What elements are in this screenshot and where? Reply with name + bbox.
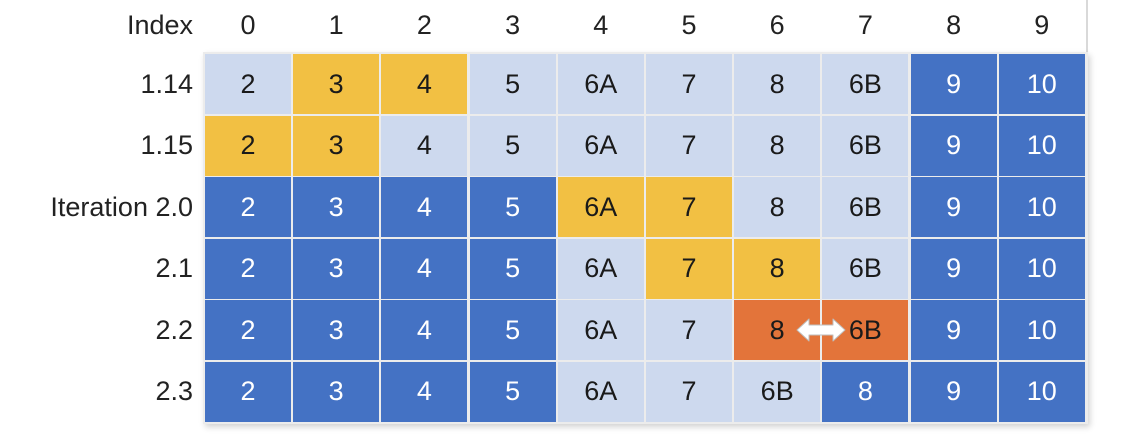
array-cell: 7: [646, 177, 732, 237]
array-cell: 4: [381, 177, 468, 237]
array-cell: 6A: [557, 238, 644, 299]
array-cell: 10: [998, 238, 1085, 299]
row-label: 2.2: [155, 314, 193, 345]
array-cell: 2: [205, 115, 291, 176]
array-cell: 6A: [557, 300, 644, 360]
array-cell: 9: [910, 177, 997, 237]
index-header-label: Index: [126, 9, 193, 40]
column-index-6: 6: [769, 9, 785, 40]
array-cell: 9: [910, 300, 997, 360]
array-cell: 8: [734, 177, 821, 237]
array-cell: 10: [998, 300, 1085, 360]
array-cell: 3: [293, 54, 380, 114]
array-cell: 6A: [557, 361, 644, 422]
array-cell: 10: [998, 54, 1085, 114]
array-cell: 3: [293, 115, 380, 176]
array-cell: 3: [293, 177, 380, 237]
array-cell: 7: [646, 238, 732, 299]
column-index-8: 8: [946, 9, 962, 40]
array-cell: 6B: [734, 361, 821, 422]
array-cell: 2: [205, 361, 291, 422]
column-index-2: 2: [416, 9, 432, 40]
array-cell: 6B: [822, 54, 909, 114]
array-cell: 7: [646, 361, 732, 422]
array-cell: 3: [293, 238, 380, 299]
column-index-7: 7: [857, 9, 873, 40]
array-cell: 2: [205, 300, 291, 360]
column-index-9: 9: [1034, 9, 1050, 40]
array-cell: 6B: [822, 115, 909, 176]
column-index-1: 1: [328, 9, 344, 40]
array-cell: 5: [469, 177, 556, 237]
array-cell: 8: [734, 238, 821, 299]
column-index-3: 3: [505, 9, 521, 40]
row-label: 1.14: [140, 68, 193, 99]
array-cell: 6A: [557, 54, 644, 114]
double-arrow-icon: [796, 318, 846, 342]
array-cell: 5: [469, 238, 556, 299]
row-label: 2.1: [155, 253, 193, 283]
row-label: Iteration 2.0: [50, 191, 193, 222]
array-cell: 4: [381, 300, 468, 360]
array-cell: 9: [910, 361, 997, 422]
array-cell: 6B: [822, 177, 909, 237]
array-cell: 6B: [822, 238, 909, 299]
array-cell: 9: [910, 115, 997, 176]
array-cell: 5: [469, 115, 556, 176]
array-cell: 4: [381, 238, 468, 299]
array-cell: 2: [205, 238, 291, 299]
array-cell: 7: [646, 54, 732, 114]
array-cell: 10: [998, 115, 1085, 176]
column-index-5: 5: [681, 9, 697, 40]
array-cell: 7: [646, 115, 732, 176]
row-label: 2.3: [155, 376, 193, 406]
array-cell: 10: [998, 361, 1085, 422]
array-cell: 9: [910, 54, 997, 114]
row-label: 1.15: [140, 130, 193, 160]
array-cell: 2: [205, 54, 291, 114]
array-cell: 8: [822, 361, 909, 422]
array-cell: 3: [293, 361, 380, 422]
array-cell: 2: [205, 177, 291, 237]
array-cell: 6A: [557, 115, 644, 176]
array-cell: 4: [381, 361, 468, 422]
array-cell: 8: [734, 115, 821, 176]
array-cell: 5: [469, 361, 556, 422]
array-cell: 3: [293, 300, 380, 360]
array-cell: 10: [998, 177, 1085, 237]
array-cell: 7: [646, 300, 732, 360]
array-cell: 9: [910, 238, 997, 299]
array-cell: 5: [469, 54, 556, 114]
array-cell: 4: [381, 54, 468, 114]
column-index-4: 4: [593, 9, 609, 40]
column-index-0: 0: [240, 9, 256, 40]
array-cell: 6A: [557, 177, 644, 237]
array-cell: 4: [381, 115, 468, 176]
array-cell: 5: [469, 300, 556, 360]
array-cell: 8: [734, 54, 821, 114]
